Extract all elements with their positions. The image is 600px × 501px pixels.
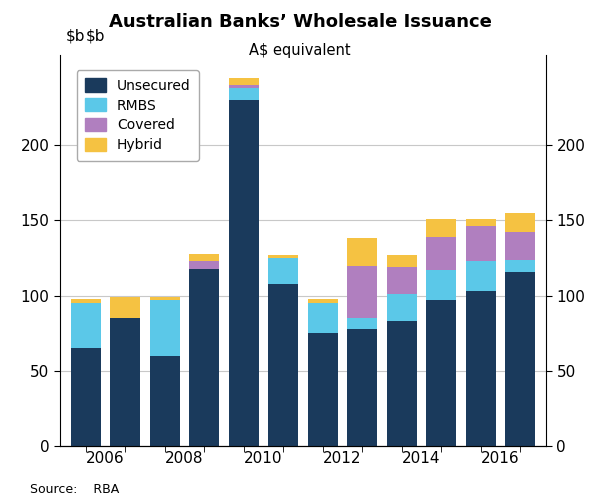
Bar: [347, 238, 377, 266]
Text: A$ equivalent: A$ equivalent: [249, 43, 351, 58]
Text: Source:    RBA: Source: RBA: [30, 483, 119, 496]
Bar: [466, 291, 496, 446]
Bar: [347, 318, 377, 329]
Bar: [268, 284, 298, 446]
Bar: [268, 258, 298, 284]
Bar: [427, 219, 456, 237]
Bar: [71, 299, 101, 303]
Bar: [505, 260, 535, 272]
Bar: [505, 272, 535, 446]
Bar: [71, 303, 101, 348]
Text: $b: $b: [66, 28, 85, 43]
Bar: [229, 78, 259, 85]
Bar: [110, 297, 140, 318]
Bar: [308, 333, 338, 446]
Bar: [466, 219, 496, 226]
Bar: [427, 237, 456, 270]
Bar: [466, 261, 496, 291]
Bar: [427, 300, 456, 446]
Bar: [387, 294, 416, 321]
Bar: [347, 329, 377, 446]
Bar: [190, 261, 219, 269]
Bar: [110, 318, 140, 446]
Bar: [466, 226, 496, 261]
Bar: [229, 85, 259, 88]
Bar: [229, 100, 259, 446]
Bar: [71, 348, 101, 446]
Text: $b: $b: [86, 28, 105, 43]
Bar: [505, 213, 535, 232]
Bar: [427, 270, 456, 300]
Bar: [505, 232, 535, 260]
Bar: [150, 300, 179, 356]
Bar: [308, 299, 338, 303]
Bar: [387, 255, 416, 267]
Legend: Unsecured, RMBS, Covered, Hybrid: Unsecured, RMBS, Covered, Hybrid: [77, 70, 199, 161]
Bar: [268, 255, 298, 258]
Bar: [190, 269, 219, 446]
Bar: [308, 303, 338, 333]
Text: Australian Banks’ Wholesale Issuance: Australian Banks’ Wholesale Issuance: [109, 13, 491, 31]
Bar: [150, 356, 179, 446]
Bar: [190, 254, 219, 261]
Bar: [387, 267, 416, 294]
Bar: [150, 297, 179, 300]
Bar: [347, 266, 377, 318]
Bar: [229, 88, 259, 100]
Bar: [387, 321, 416, 446]
